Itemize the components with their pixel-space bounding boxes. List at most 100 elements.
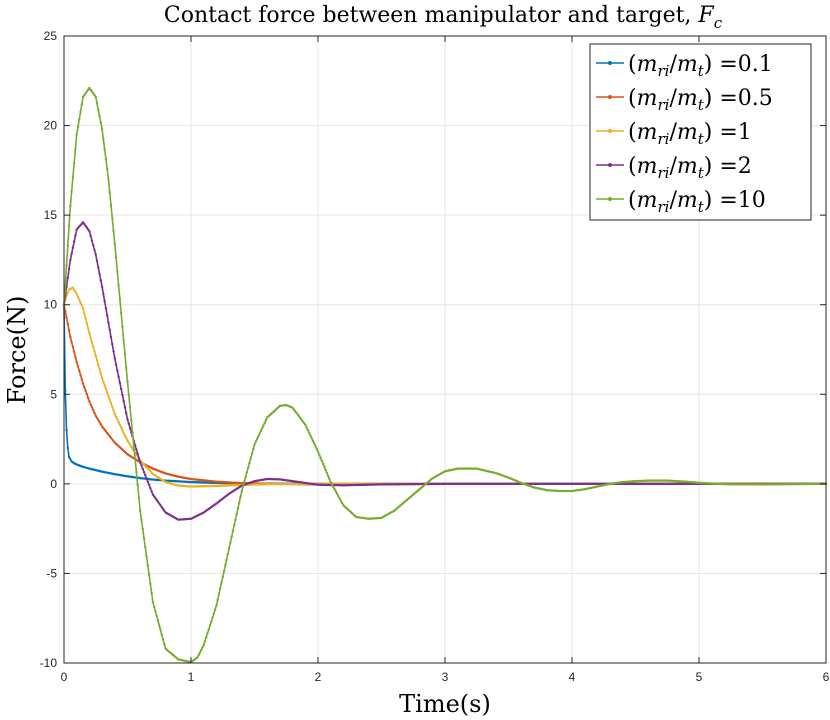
series-point bbox=[335, 492, 339, 495]
series-point bbox=[107, 433, 110, 436]
series-point bbox=[210, 620, 213, 623]
series-point bbox=[122, 431, 125, 434]
series-point bbox=[136, 483, 139, 487]
series-point bbox=[291, 406, 294, 409]
series-point bbox=[88, 86, 91, 90]
series-point bbox=[99, 279, 103, 282]
series-point bbox=[66, 276, 70, 280]
series-point bbox=[312, 442, 316, 445]
series-point bbox=[160, 633, 163, 636]
legend-marker bbox=[608, 197, 612, 201]
series-point bbox=[202, 643, 205, 647]
series-point bbox=[70, 252, 73, 256]
y-tick-label: 20 bbox=[44, 119, 58, 133]
series-point bbox=[131, 447, 134, 450]
series-point bbox=[100, 425, 104, 428]
series-point bbox=[97, 363, 100, 366]
series-point bbox=[86, 228, 90, 231]
series-point bbox=[97, 108, 100, 112]
series-point bbox=[306, 428, 310, 432]
series-point bbox=[89, 336, 92, 340]
series-point bbox=[111, 405, 114, 409]
series-point bbox=[107, 394, 110, 398]
series-10 bbox=[62, 86, 828, 664]
series-point bbox=[309, 434, 312, 437]
series-point bbox=[151, 600, 155, 604]
series-point bbox=[116, 418, 119, 421]
series-point bbox=[85, 393, 89, 396]
series-point bbox=[67, 267, 71, 271]
series-point bbox=[114, 415, 118, 418]
legend-item: (mri/mt) =2 bbox=[596, 154, 752, 182]
series-point bbox=[144, 546, 147, 549]
series-point bbox=[323, 465, 326, 469]
series-point bbox=[259, 429, 263, 433]
series-point bbox=[240, 489, 243, 493]
series-point bbox=[81, 221, 85, 224]
series-point bbox=[211, 616, 214, 619]
series-point bbox=[146, 564, 150, 567]
series-point bbox=[74, 290, 77, 294]
series-point bbox=[264, 419, 268, 422]
chart-title: Contact force between manipulator and ta… bbox=[164, 3, 723, 32]
series-point bbox=[83, 222, 86, 226]
axis-ticks: 0 1 2 3 4 5 6 -10 -5 0 5 10 15 20 25 bbox=[40, 29, 830, 684]
series-point bbox=[227, 547, 231, 550]
series-point bbox=[65, 264, 68, 267]
series-point bbox=[86, 396, 90, 400]
series-point bbox=[111, 342, 114, 346]
y-tick-label: 0 bbox=[50, 477, 57, 491]
series-point bbox=[311, 439, 315, 443]
series-point bbox=[144, 474, 147, 477]
series-point bbox=[107, 178, 110, 181]
series-point bbox=[93, 411, 96, 415]
series-point bbox=[206, 632, 209, 635]
series-point bbox=[253, 443, 256, 446]
series-point bbox=[230, 535, 233, 539]
series-2 bbox=[62, 221, 828, 521]
series-point bbox=[89, 88, 92, 91]
series-point bbox=[328, 477, 331, 481]
series-point bbox=[109, 436, 113, 440]
series-point bbox=[133, 457, 137, 461]
series-point bbox=[79, 110, 82, 114]
series-point bbox=[150, 591, 153, 595]
series-point bbox=[74, 234, 77, 237]
series-point bbox=[207, 628, 210, 631]
y-tick-label: 5 bbox=[50, 387, 57, 401]
series-point bbox=[92, 244, 95, 247]
series-point bbox=[105, 314, 109, 317]
series-point bbox=[145, 555, 148, 558]
series-point bbox=[127, 393, 130, 396]
series-point bbox=[111, 216, 114, 220]
series-point bbox=[255, 437, 259, 441]
series-point bbox=[67, 224, 71, 228]
legend-label: (mri/mt) =10 bbox=[628, 188, 766, 216]
series-point bbox=[65, 316, 68, 319]
series-point bbox=[293, 409, 297, 413]
series-point bbox=[208, 624, 212, 627]
series-point bbox=[100, 127, 104, 131]
series-point bbox=[234, 518, 237, 521]
series-point bbox=[235, 512, 238, 516]
series-point bbox=[140, 464, 143, 467]
series-point bbox=[123, 434, 127, 437]
series-point bbox=[163, 509, 166, 512]
series-point bbox=[121, 428, 124, 432]
series-point bbox=[86, 88, 90, 91]
series-point bbox=[80, 304, 83, 307]
series-point bbox=[252, 447, 255, 451]
series-point bbox=[161, 507, 165, 511]
series-point bbox=[113, 357, 117, 360]
series-point bbox=[245, 471, 249, 474]
series-point bbox=[316, 450, 320, 453]
series-point bbox=[75, 360, 78, 364]
series-point bbox=[98, 421, 101, 424]
series-point bbox=[89, 234, 92, 238]
series-point bbox=[79, 373, 82, 377]
series-point bbox=[161, 638, 165, 641]
series-point bbox=[140, 518, 143, 522]
series-point bbox=[67, 329, 71, 332]
series-point bbox=[160, 505, 163, 509]
series-point bbox=[126, 418, 129, 421]
